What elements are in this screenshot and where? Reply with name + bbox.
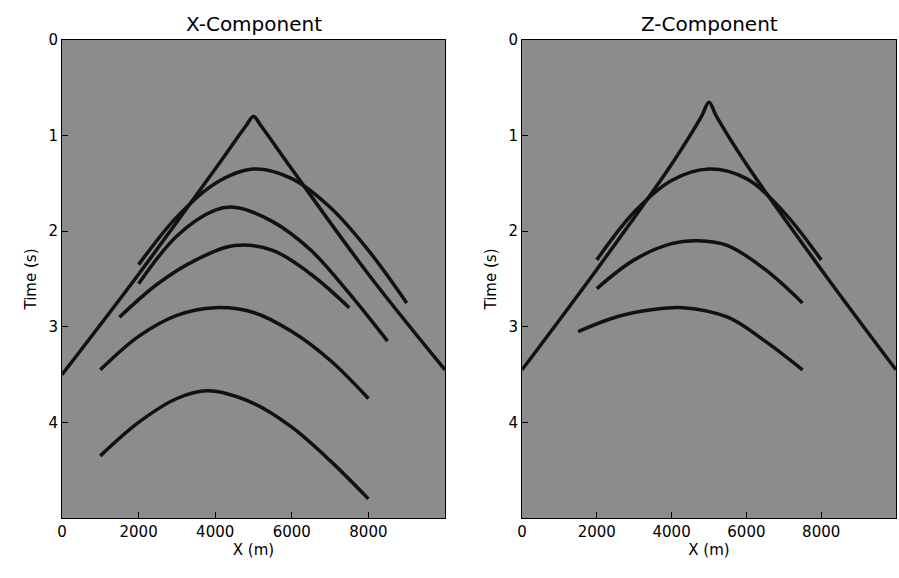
svg-text:8000: 8000	[802, 523, 840, 541]
svg-text:Time (s): Time (s)	[482, 249, 500, 311]
svg-text:6000: 6000	[273, 523, 311, 541]
svg-text:2: 2	[48, 222, 58, 240]
svg-text:Z-Component: Z-Component	[641, 12, 778, 36]
svg-text:2: 2	[508, 222, 518, 240]
svg-text:X-Component: X-Component	[186, 12, 322, 36]
svg-text:8000: 8000	[349, 523, 387, 541]
svg-text:2000: 2000	[120, 523, 158, 541]
svg-text:1: 1	[48, 127, 58, 145]
svg-text:0: 0	[517, 523, 527, 541]
svg-text:4: 4	[508, 414, 518, 432]
svg-text:0: 0	[508, 31, 518, 49]
svg-text:6000: 6000	[727, 523, 765, 541]
svg-text:3: 3	[508, 318, 518, 336]
svg-text:4000: 4000	[196, 523, 234, 541]
svg-text:4000: 4000	[653, 523, 691, 541]
svg-text:2000: 2000	[578, 523, 616, 541]
svg-text:3: 3	[48, 318, 58, 336]
svg-text:X (m): X (m)	[688, 541, 729, 559]
svg-text:X (m): X (m)	[233, 541, 274, 559]
svg-text:1: 1	[508, 127, 518, 145]
svg-text:0: 0	[57, 523, 67, 541]
svg-text:0: 0	[48, 31, 58, 49]
svg-text:Time (s): Time (s)	[22, 249, 40, 311]
svg-text:4: 4	[48, 414, 58, 432]
